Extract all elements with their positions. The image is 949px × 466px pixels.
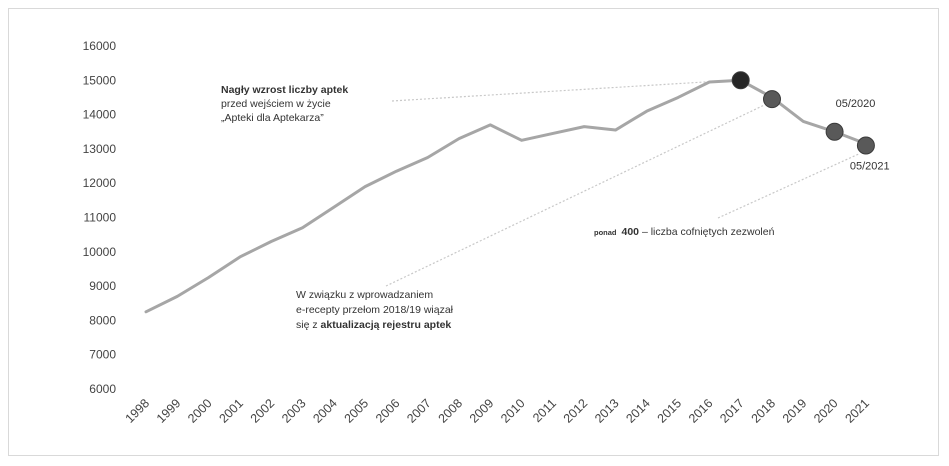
x-tick-label: 2019 <box>780 396 810 426</box>
annotation-2-line-3-bold: aktualizacją rejestru aptek <box>321 319 452 331</box>
x-tick-label: 2017 <box>717 396 747 426</box>
annotation-1-line-3: „Apteki dla Aptekarza” <box>221 112 324 124</box>
annotation-1-line-2: przed wejściem w życie <box>221 98 331 110</box>
x-tick-label: 2008 <box>436 396 466 426</box>
x-tick-label: 2020 <box>811 396 841 426</box>
x-tick-label: 2013 <box>592 396 622 426</box>
y-tick-label: 16000 <box>83 39 117 53</box>
chart-frame <box>8 8 939 456</box>
annotation-2-line-2: e-recepty przełom 2018/19 wiązał <box>296 304 454 316</box>
x-tick-label: 2018 <box>749 396 779 426</box>
x-tick-label: 2021 <box>842 396 872 426</box>
x-tick-label: 2005 <box>342 396 372 426</box>
annotation-leader-line <box>385 104 765 287</box>
x-tick-label: 2011 <box>530 396 559 425</box>
annotation-leader-lines <box>385 79 861 287</box>
y-tick-label: 8000 <box>89 313 116 327</box>
x-tick-label: 2000 <box>185 396 215 426</box>
y-tick-label: 14000 <box>83 108 117 122</box>
highlighted-point <box>856 136 875 155</box>
x-tick-label: 2006 <box>373 396 403 426</box>
y-tick-label: 15000 <box>83 73 117 87</box>
x-tick-label: 2016 <box>686 396 716 426</box>
y-tick-label: 7000 <box>89 348 116 362</box>
annotation-3: ponad 400 – liczba cofniętych zezwoleń <box>594 226 775 238</box>
x-tick-label: 2015 <box>655 396 685 426</box>
x-axis-ticks: 1998 1999 2000 2001 2002 2003 2004 2005 2006 2007… <box>123 396 872 426</box>
x-tick-label: 1999 <box>154 396 184 426</box>
y-axis-ticks: 6000 7000 8000 9000 10000 11000 12000 13000 1400… <box>83 39 117 396</box>
annotation-3-prefix: ponad <box>594 228 617 237</box>
y-tick-label: 10000 <box>83 245 117 259</box>
highlighted-point <box>731 71 750 90</box>
x-tick-label: 2004 <box>310 396 340 426</box>
annotation-2-line-3-plain: się z <box>296 319 321 331</box>
x-tick-label: 2003 <box>279 396 309 426</box>
y-tick-label: 6000 <box>89 382 116 396</box>
annotation-3-rest: – liczba cofniętych zezwoleń <box>639 226 775 238</box>
x-tick-label: 1998 <box>123 396 153 426</box>
annotation-leader-line <box>717 152 861 219</box>
annotation-3-number: 400 <box>622 226 640 238</box>
annotation-2-line-1: W związku z wprowadzaniem <box>296 289 433 301</box>
highlighted-point <box>763 90 781 109</box>
x-tick-label: 2014 <box>623 396 653 426</box>
point-label: 05/2020 <box>836 98 876 110</box>
x-tick-label: 2009 <box>467 396 497 426</box>
x-tick-label: 2007 <box>404 396 434 426</box>
y-tick-label: 12000 <box>83 176 117 190</box>
x-tick-label: 2012 <box>561 396 591 426</box>
point-label: 05/2021 <box>850 160 890 172</box>
annotation-1-line-1: Nagły wzrost liczby aptek <box>221 84 348 96</box>
x-tick-label: 2002 <box>248 396 278 426</box>
y-tick-label: 9000 <box>89 279 116 293</box>
x-tick-label: 2010 <box>498 396 528 426</box>
annotation-leader-line <box>391 79 733 102</box>
x-tick-label: 2001 <box>216 396 246 426</box>
y-tick-label: 13000 <box>83 142 117 156</box>
highlighted-points: 05/2020 05/2021 <box>731 71 890 172</box>
annotation-2-line-3: się z aktualizacją rejestru aptek <box>296 319 451 331</box>
y-tick-label: 11000 <box>84 211 117 225</box>
highlighted-point <box>825 122 844 141</box>
